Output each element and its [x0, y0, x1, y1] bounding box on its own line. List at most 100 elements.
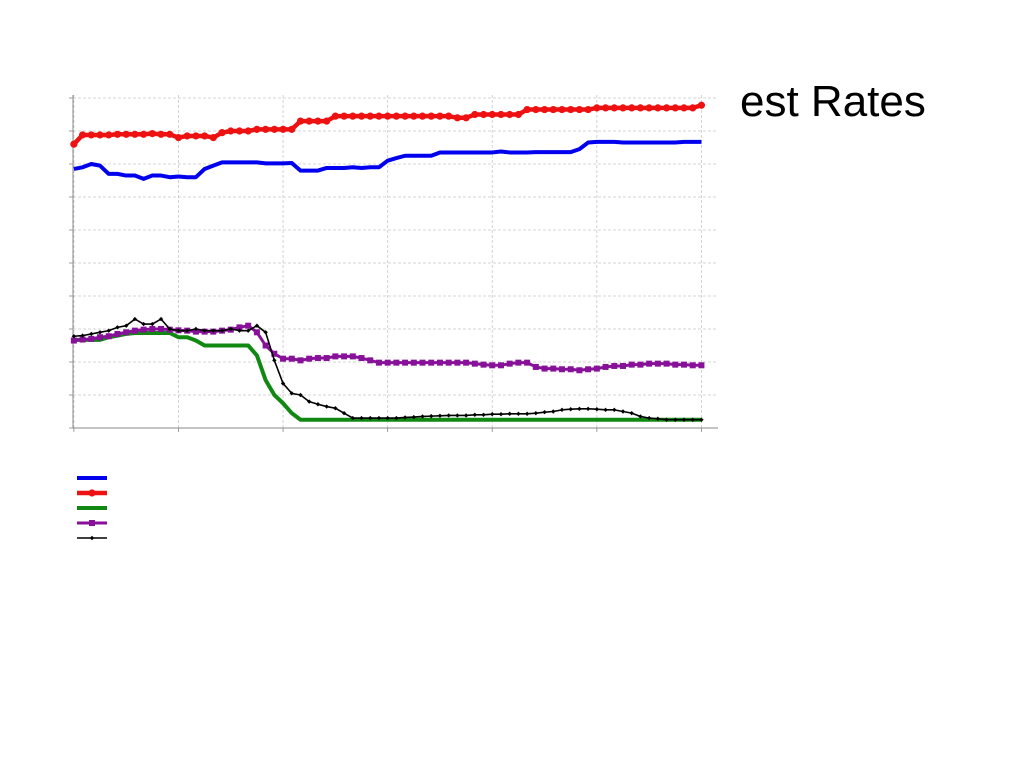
point	[489, 362, 496, 369]
point	[410, 112, 418, 120]
point	[567, 105, 575, 114]
chart	[69, 92, 720, 541]
point	[71, 334, 77, 339]
point	[533, 410, 539, 416]
point	[227, 127, 235, 135]
point	[149, 326, 156, 332]
point	[619, 104, 627, 112]
point	[123, 323, 129, 328]
point	[697, 101, 706, 109]
point	[393, 359, 400, 366]
point	[628, 104, 636, 112]
point	[698, 362, 705, 369]
point	[202, 328, 207, 333]
point	[174, 134, 183, 142]
point	[479, 110, 488, 119]
point	[646, 415, 652, 421]
point	[436, 359, 443, 366]
point	[540, 105, 549, 114]
point	[594, 406, 600, 412]
point	[209, 134, 217, 142]
point	[411, 414, 417, 420]
point	[664, 417, 669, 422]
point	[166, 130, 174, 138]
point	[254, 323, 260, 328]
point	[140, 130, 148, 138]
point	[96, 131, 104, 139]
point	[272, 358, 277, 363]
point	[333, 406, 338, 411]
point	[253, 329, 260, 336]
point	[480, 361, 487, 368]
point	[368, 415, 373, 421]
point	[506, 110, 514, 119]
point	[376, 415, 382, 421]
point	[341, 353, 348, 360]
point	[323, 355, 330, 362]
point	[123, 329, 130, 336]
point	[122, 130, 130, 138]
point	[97, 334, 104, 341]
point	[305, 117, 313, 125]
point	[610, 104, 618, 112]
point	[332, 353, 339, 360]
point	[367, 357, 374, 364]
point	[384, 112, 392, 120]
point	[341, 410, 347, 416]
point	[655, 416, 661, 421]
point	[690, 417, 695, 422]
point	[105, 131, 113, 139]
point	[211, 328, 216, 333]
point	[637, 361, 644, 368]
point	[97, 330, 103, 335]
legend-marker	[89, 535, 95, 541]
point	[481, 412, 486, 417]
point	[324, 404, 329, 409]
point	[420, 414, 425, 419]
point	[428, 359, 435, 366]
point	[603, 407, 608, 413]
point	[297, 357, 304, 364]
point	[636, 104, 645, 112]
point	[638, 414, 643, 419]
point	[263, 330, 268, 335]
series-line	[73, 139, 702, 181]
point	[577, 406, 582, 412]
point	[262, 125, 270, 133]
point	[279, 125, 287, 133]
point	[418, 112, 427, 120]
point	[262, 342, 269, 349]
point	[184, 328, 190, 333]
point	[331, 112, 339, 120]
point	[410, 359, 417, 366]
point	[429, 413, 434, 419]
point	[141, 321, 146, 327]
point	[532, 105, 540, 114]
point	[671, 104, 679, 112]
point	[87, 131, 95, 139]
legend-marker	[88, 489, 96, 497]
point	[436, 112, 444, 120]
point	[462, 114, 470, 122]
point	[298, 392, 303, 398]
point	[446, 413, 451, 418]
point	[148, 130, 156, 138]
point	[375, 359, 382, 366]
point	[89, 331, 94, 337]
series	[71, 316, 704, 422]
point	[490, 411, 495, 417]
point	[218, 129, 226, 137]
point	[437, 413, 443, 418]
point	[645, 104, 653, 112]
point	[567, 366, 574, 373]
point	[288, 125, 296, 133]
point	[280, 381, 286, 386]
legend-marker	[89, 520, 95, 526]
point	[401, 112, 409, 120]
point	[524, 359, 531, 366]
point	[593, 365, 600, 372]
point	[663, 360, 670, 367]
point	[314, 117, 322, 125]
point	[524, 411, 530, 417]
point	[106, 328, 111, 333]
